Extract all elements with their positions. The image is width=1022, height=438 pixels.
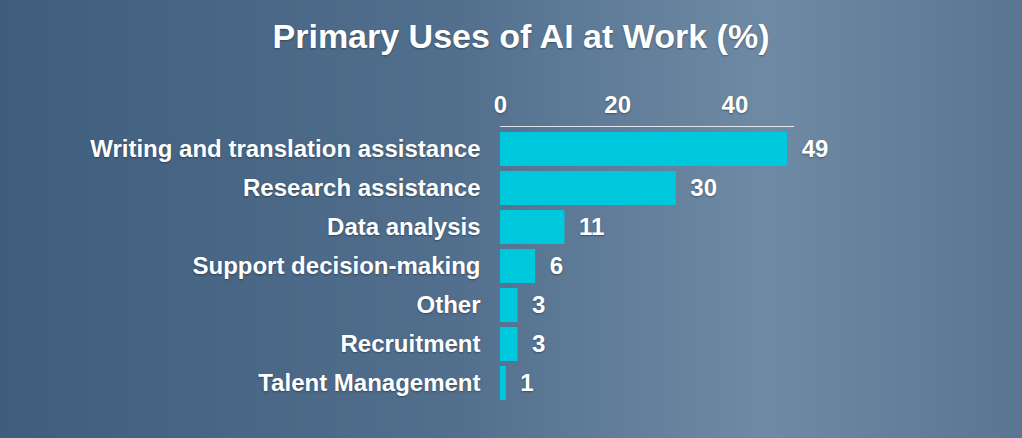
svg-text:Talent Management: Talent Management bbox=[258, 369, 480, 396]
svg-text:30: 30 bbox=[690, 174, 717, 201]
svg-text:Other: Other bbox=[416, 291, 480, 318]
svg-text:11: 11 bbox=[579, 213, 604, 240]
svg-text:49: 49 bbox=[802, 135, 829, 162]
svg-text:Writing and translation assist: Writing and translation assistance bbox=[90, 135, 480, 162]
svg-text:20: 20 bbox=[604, 91, 631, 118]
svg-text:Data analysis: Data analysis bbox=[327, 213, 480, 240]
svg-text:Research assistance: Research assistance bbox=[243, 174, 481, 201]
svg-text:1: 1 bbox=[520, 369, 533, 396]
svg-text:0: 0 bbox=[494, 91, 507, 118]
svg-text:Support decision-making: Support decision-making bbox=[192, 252, 480, 279]
svg-text:40: 40 bbox=[722, 91, 749, 118]
svg-text:Recruitment: Recruitment bbox=[340, 330, 480, 357]
html-text:Primary Uses of AI at Work (%): Primary Uses of AI at Work (%) bbox=[272, 17, 770, 55]
svg-text:3: 3 bbox=[532, 330, 545, 357]
svg-text:3: 3 bbox=[532, 291, 545, 318]
svg-text:6: 6 bbox=[550, 252, 563, 279]
